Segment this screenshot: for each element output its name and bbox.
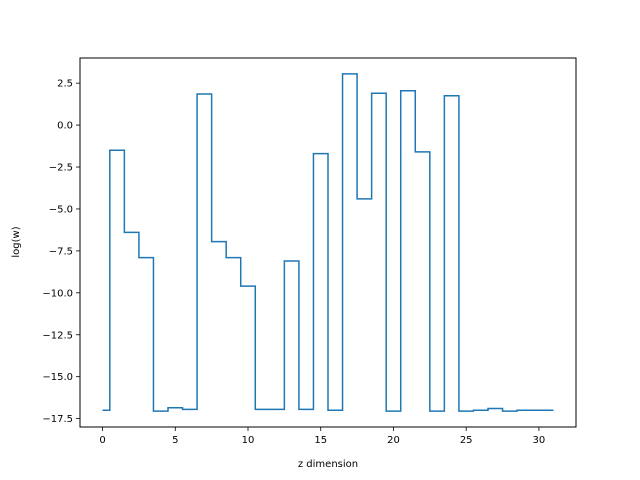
x-tick-label: 15 [314, 435, 327, 446]
y-tick-label: −5.0 [49, 204, 73, 215]
y-tick-label: −12.5 [42, 330, 73, 341]
x-tick-label: 30 [533, 435, 546, 446]
y-axis-label: log(w) [11, 226, 22, 257]
x-axis-ticks: 0 5 10 15 20 25 30 [99, 427, 545, 446]
y-tick-label: −7.5 [49, 246, 73, 257]
x-tick-label: 25 [460, 435, 473, 446]
y-axis-ticks: 2.5 0.0 −2.5 −5.0 −7.5 −10.0 −12.5 −15.0 −17.5 [42, 79, 80, 425]
x-tick-label: 10 [242, 435, 255, 446]
y-tick-label: −17.5 [42, 414, 73, 425]
x-tick-label: 0 [99, 435, 105, 446]
y-tick-label: 2.5 [57, 79, 73, 90]
y-tick-label: −15.0 [42, 372, 73, 383]
plot-frame [79, 57, 577, 428]
y-tick-label: 0.0 [57, 121, 73, 132]
y-tick-label: −2.5 [49, 163, 73, 174]
y-tick-label: −10.0 [42, 288, 73, 299]
series-line-0 [102, 73, 554, 412]
x-tick-label: 20 [387, 435, 400, 446]
series-layer [102, 73, 554, 412]
x-axis-label: z dimension [298, 459, 358, 470]
x-tick-label: 5 [172, 435, 178, 446]
